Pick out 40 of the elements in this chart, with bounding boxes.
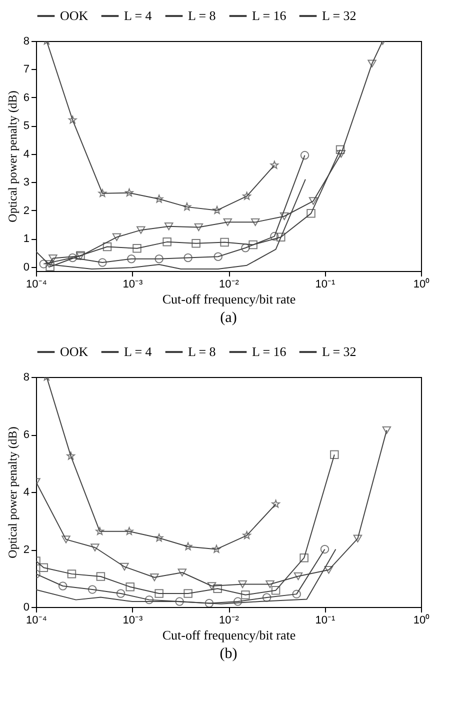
x-axis-title: Cut-off frequency/bit rate (162, 628, 296, 642)
y-tick-label: 0 (23, 602, 30, 614)
x-tick-label: 10⁻¹ (315, 614, 336, 626)
legend-label: OOK (60, 344, 89, 359)
legend-label: L = 4 (124, 8, 152, 23)
y-tick-label: 0 (23, 261, 30, 274)
x-tick-label: 10⁻⁴ (26, 278, 48, 290)
x-tick-label: 10⁻² (219, 278, 240, 290)
y-tick-label: 2 (23, 204, 30, 217)
legend-label: L = 8 (188, 8, 216, 23)
y-tick-label: 5 (23, 120, 30, 132)
y-tick-label: 1 (23, 233, 30, 246)
y-axis-title: Optical power penalty (dB) (5, 90, 20, 222)
y-tick-label: 6 (23, 429, 30, 441)
y-tick-label: 4 (23, 148, 30, 160)
x-tick-label: 10⁻² (219, 614, 240, 626)
y-tick-label: 6 (23, 92, 30, 104)
x-axis-title: Cut-off frequency/bit rate (162, 292, 296, 306)
y-tick-label: 3 (23, 176, 30, 189)
x-tick-label: 10⁰ (413, 278, 430, 290)
legend-label: OOK (60, 8, 89, 23)
y-tick-label: 7 (23, 64, 30, 76)
x-tick-label: 10⁻³ (122, 278, 144, 290)
text: (a) (220, 310, 237, 326)
y-axis-title: Optical power penalty (dB) (5, 426, 20, 558)
y-tick-label: 4 (23, 486, 30, 498)
y-tick-label: 8 (23, 36, 30, 48)
x-tick-label: 10⁰ (413, 614, 430, 626)
legend-label: L = 32 (322, 344, 356, 359)
y-tick-label: 2 (23, 544, 30, 556)
legend-label: L = 8 (188, 344, 216, 359)
x-tick-label: 10⁻¹ (315, 278, 336, 290)
legend-label: L = 4 (124, 344, 152, 359)
y-tick-label: 8 (23, 372, 30, 384)
legend-label: L = 32 (322, 8, 356, 23)
legend-label: L = 16 (252, 8, 287, 23)
text: (b) (220, 646, 238, 662)
x-tick-label: 10⁻³ (122, 614, 144, 626)
legend-label: L = 16 (252, 344, 287, 359)
x-tick-label: 10⁻⁴ (26, 614, 48, 626)
